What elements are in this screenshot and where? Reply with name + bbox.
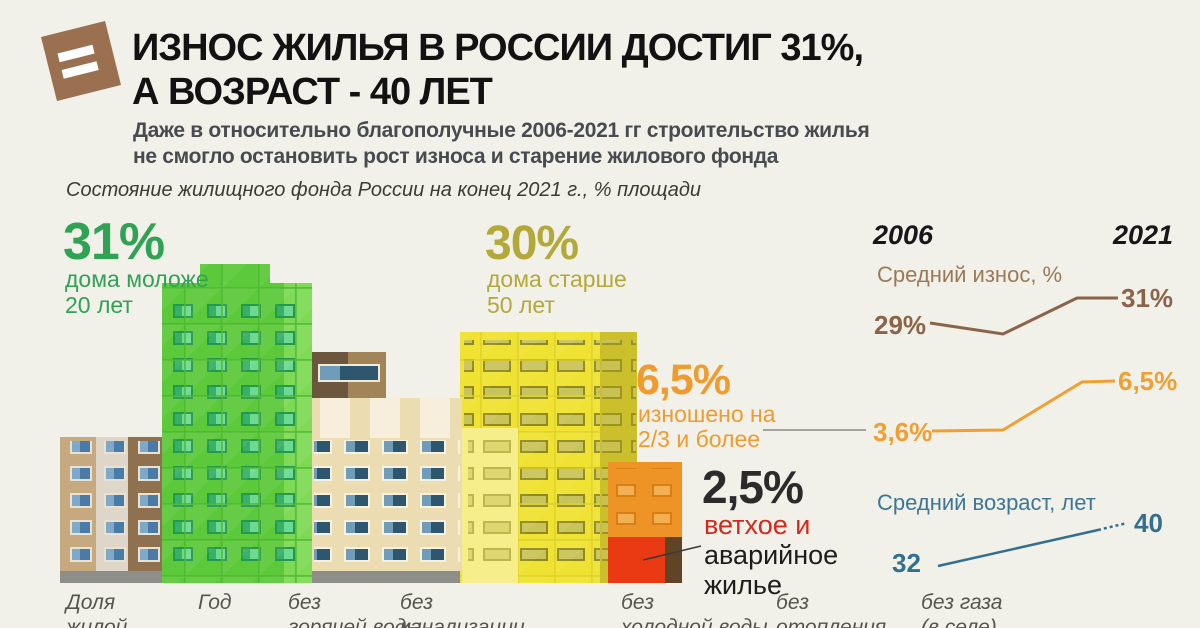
trend-line-age-dotted <box>1097 521 1128 532</box>
chart-caption: Состояние жилищного фонда России на коне… <box>66 179 702 201</box>
trend-line-worn-share <box>931 379 1116 433</box>
share-dilapidated-value: 2,5% <box>702 461 804 513</box>
share-worn-value: 6,5% <box>636 356 731 404</box>
share-worn-label: изношено на 2/3 и более <box>638 401 776 452</box>
connector-dilapidated <box>642 545 702 561</box>
avg-wear-label: Средний износ, % <box>877 262 1063 287</box>
axis-label-no-heating: без отопления <box>776 591 887 628</box>
axis-label-no-sewage: без канализации <box>400 591 525 628</box>
axis-label-year: Год <box>198 591 232 614</box>
trend-line-age <box>937 528 1099 568</box>
year-start-label: 2006 <box>873 220 934 250</box>
avg-wear-start: 29% <box>874 310 927 340</box>
axis-label-no-gas: без газа (в селе) <box>921 591 1003 628</box>
share-young-value: 31% <box>63 213 165 271</box>
building-old-yellow <box>460 332 637 583</box>
share-young-label: дома моложе 20 лет <box>65 266 209 318</box>
trend-line-wear <box>929 296 1118 336</box>
share-old-label: дома старше 50 лет <box>487 266 627 318</box>
avg-wear-end: 31% <box>1121 283 1174 313</box>
axis-label-no-hot-water: без горячей воды <box>288 591 422 628</box>
axis-label-no-cold-water: без холодной воды <box>621 591 768 628</box>
avg-age-start: 32 <box>892 548 921 578</box>
building-new-green <box>162 264 312 583</box>
building-brown-lowrise <box>60 437 162 571</box>
building-cream <box>312 398 462 571</box>
block-dilapidated-red <box>608 537 665 583</box>
share-old-value: 30% <box>485 217 579 270</box>
page-subtitle: Даже в относительно благополучные 2006-2… <box>133 119 870 168</box>
axis-label-share: Доля жилой <box>66 591 128 628</box>
worn-share-end: 6,5% <box>1118 366 1178 396</box>
avg-age-label: Средний возраст, лет <box>877 490 1096 515</box>
page-title: ИЗНОС ЖИЛЬЯ В РОССИИ ДОСТИГ 31%, А ВОЗРА… <box>132 27 864 113</box>
block-dilapidated-brown <box>665 537 682 583</box>
worn-share-start: 3,6% <box>873 417 933 447</box>
share-dilapidated-label: ветхое и аварийное жилье <box>704 510 839 600</box>
building-penthouse-brown <box>312 352 386 398</box>
avg-age-end: 40 <box>1134 508 1163 538</box>
year-end-label: 2021 <box>1113 220 1174 250</box>
